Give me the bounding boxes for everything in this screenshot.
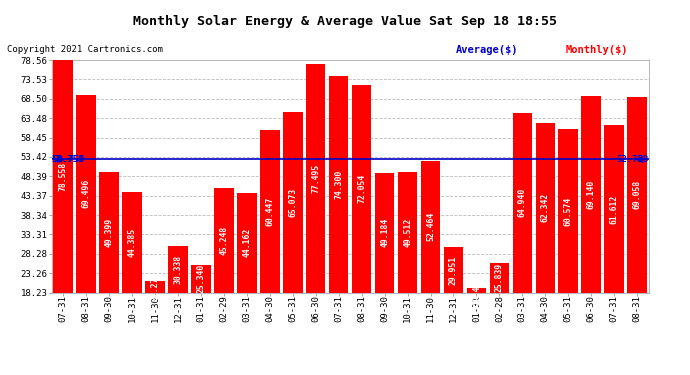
Bar [237,193,257,292]
Text: 77.495: 77.495 [311,164,320,193]
Text: 29.951: 29.951 [449,255,458,285]
Text: 44.385: 44.385 [128,228,137,257]
Text: 49.512: 49.512 [403,217,412,247]
Text: 52.758: 52.758 [616,155,648,164]
Text: Copyright 2021 Cartronics.com: Copyright 2021 Cartronics.com [7,45,163,54]
Bar [283,112,302,292]
Text: Monthly($): Monthly($) [566,45,629,55]
Text: 21.277: 21.277 [150,272,159,301]
Bar [329,76,348,292]
Bar [375,173,395,292]
Text: 64.940: 64.940 [518,188,527,217]
Text: Average($): Average($) [455,45,518,55]
Bar [604,125,624,292]
Text: 62.342: 62.342 [541,193,550,222]
Text: 25.839: 25.839 [495,263,504,292]
Text: 45.248: 45.248 [219,226,228,255]
Text: 52.758: 52.758 [52,155,84,164]
Text: 74.300: 74.300 [334,170,343,199]
Text: 78.558: 78.558 [59,162,68,191]
Bar [53,60,73,292]
Bar [513,112,532,292]
Bar [398,172,417,292]
Bar [627,97,647,292]
Text: 65.073: 65.073 [288,188,297,217]
Bar [582,96,601,292]
Bar [168,246,188,292]
Text: 61.612: 61.612 [610,194,619,224]
Text: 19.412: 19.412 [472,276,481,305]
Bar [352,85,371,292]
Bar [490,263,509,292]
Text: 30.338: 30.338 [173,255,183,284]
Bar [191,265,210,292]
Bar [99,172,119,292]
Bar [77,95,96,292]
Bar [306,64,326,292]
Text: 44.162: 44.162 [242,228,251,257]
Text: 69.496: 69.496 [81,179,90,209]
Text: 25.340: 25.340 [197,264,206,293]
Text: 49.399: 49.399 [105,218,114,247]
Text: 60.574: 60.574 [564,196,573,225]
Text: 52.758: 52.758 [52,155,84,164]
Text: 72.054: 72.054 [357,174,366,203]
Bar [421,160,440,292]
Bar [558,129,578,292]
Text: 60.447: 60.447 [266,196,275,226]
Bar [122,192,142,292]
Text: 52.464: 52.464 [426,212,435,241]
Bar [466,288,486,292]
Bar [260,130,279,292]
Bar [214,188,234,292]
Bar [146,281,165,292]
Text: 69.140: 69.140 [586,180,595,209]
Text: Monthly Solar Energy & Average Value Sat Sep 18 18:55: Monthly Solar Energy & Average Value Sat… [133,15,557,28]
Bar [444,248,463,292]
Bar [535,123,555,292]
Text: 49.184: 49.184 [380,218,389,248]
Text: 69.058: 69.058 [633,180,642,209]
